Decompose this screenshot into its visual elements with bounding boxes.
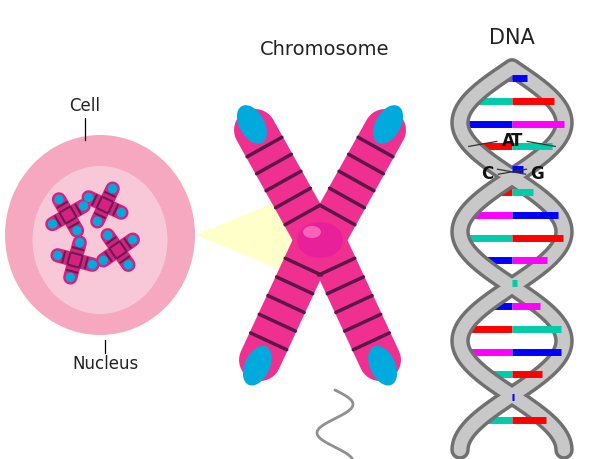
Circle shape [124,261,132,269]
Text: Cell: Cell [70,97,100,115]
Polygon shape [307,227,401,381]
Circle shape [55,196,63,203]
Text: Nucleus: Nucleus [72,355,138,373]
Text: A: A [502,132,515,151]
Text: G: G [531,165,544,183]
Circle shape [48,220,56,228]
Circle shape [84,193,93,202]
Ellipse shape [5,135,195,335]
Circle shape [94,217,102,225]
Circle shape [66,274,75,281]
Polygon shape [239,227,333,381]
Ellipse shape [303,226,321,238]
Ellipse shape [243,346,272,386]
Ellipse shape [373,105,403,144]
Polygon shape [307,109,406,253]
Text: C: C [481,165,493,183]
Ellipse shape [368,346,397,386]
Text: Chromosome: Chromosome [260,40,390,59]
Text: T: T [511,132,522,151]
Ellipse shape [237,105,267,144]
Circle shape [118,208,125,217]
Polygon shape [196,190,305,280]
Circle shape [73,227,81,235]
Text: DNA: DNA [489,28,535,48]
Circle shape [80,202,88,210]
Circle shape [99,256,107,264]
Polygon shape [234,109,333,253]
Circle shape [54,252,62,259]
Circle shape [103,231,112,239]
Circle shape [129,235,136,244]
Ellipse shape [297,222,343,258]
Ellipse shape [32,166,168,314]
Circle shape [88,261,97,269]
Circle shape [108,185,117,193]
Circle shape [76,239,84,246]
